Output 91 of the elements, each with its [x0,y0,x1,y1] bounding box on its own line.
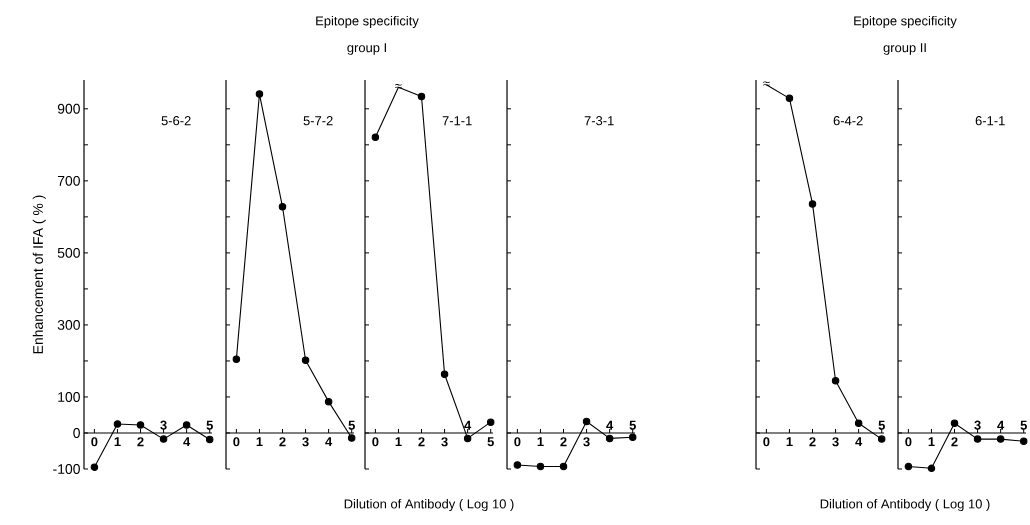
point [927,464,936,473]
x-tick-label: 2 [809,437,816,447]
text: 7-3-1 [584,116,614,126]
point [278,203,287,211]
x-tick-label: 5 [348,420,355,430]
x-tick-label: 4 [606,420,614,430]
x-tick-label: 2 [137,437,144,447]
text: 7-1-1 [442,116,472,126]
point [950,419,959,427]
text: 6-1-1 [975,116,1005,126]
point [255,90,264,98]
point [90,463,99,471]
x-tick-label: 2 [279,437,286,447]
x-tick-label: 3 [974,420,981,430]
point [371,133,380,142]
point [513,461,522,469]
point [536,462,545,471]
y-tick-label: 700 [57,175,80,186]
text: 5-6-2 [161,116,191,126]
y-tick-label: -100 [53,464,80,474]
y-tick-label: 900 [57,103,80,114]
annotation: ≈ [763,81,770,86]
x-tick-label: 0 [514,437,521,447]
x-tick-label: 0 [905,437,912,447]
y-tick-label: 100 [58,392,80,402]
x-tick-label: 2 [418,437,425,447]
y-tick-label: 500 [57,247,80,258]
point [808,200,817,208]
x-tick-label: 0 [763,437,770,447]
x-axis-title: Dilution of Antibody ( Log 10 ) [820,498,990,512]
x-axis-title: Dilution of Antibody ( Log 10 ) [344,498,514,512]
x-tick-label: 3 [832,437,839,447]
point [463,434,472,443]
point [877,435,886,443]
text: 5-7-2 [303,116,333,126]
point [417,92,426,101]
x-tick-label: 1 [395,437,402,447]
text: Epitope specificity [854,15,957,29]
point [904,462,913,471]
x-tick-label: 4 [855,437,863,447]
x-tick-label: 0 [372,437,379,447]
x-tick-label: 3 [583,437,590,447]
point [831,377,840,385]
x-tick-label: 0 [91,437,98,447]
text: Epitope specificity [316,15,419,29]
point [347,434,356,442]
x-tick-label: 4 [183,437,191,447]
x-tick-label: 5 [1020,420,1027,430]
point [232,355,241,363]
x-tick-label: 3 [441,437,448,447]
text: group I [347,43,386,55]
x-tick-label: 4 [464,420,472,430]
point [486,418,495,426]
x-tick-label: 3 [160,420,167,430]
x-tick-label: 1 [928,437,935,447]
point [582,417,591,426]
point [324,397,333,406]
x-tick-label: 5 [487,437,494,447]
point [182,421,191,429]
x-tick-label: 1 [114,437,121,447]
point [605,434,614,443]
point [854,419,863,427]
point [113,420,122,428]
x-tick-label: 5 [206,420,213,430]
x-tick-label: 4 [997,420,1005,430]
point [440,370,449,379]
point [785,94,794,103]
x-tick-label: 3 [302,437,309,447]
x-tick-label: 5 [878,420,885,430]
point [973,435,982,443]
text: 6-4-2 [833,116,863,126]
x-tick-label: 1 [256,437,263,447]
point [159,435,168,443]
point [1019,437,1028,446]
x-tick-label: 2 [951,437,958,447]
y-axis-title: Enhancement of IFA ( % ) [32,195,46,354]
point [996,435,1005,443]
y-tick-label: 0 [73,428,80,438]
x-tick-label: 1 [786,437,793,447]
y-tick-label: 300 [57,319,80,330]
point [136,421,145,429]
point [628,433,637,442]
point [205,435,214,444]
x-tick-label: 2 [560,437,567,447]
x-tick-label: 1 [537,437,544,447]
x-tick-label: 4 [325,437,333,447]
point [301,356,310,364]
text: group II [883,43,926,55]
x-tick-label: 0 [233,437,240,447]
point [559,462,568,471]
x-tick-label: 5 [629,420,636,430]
